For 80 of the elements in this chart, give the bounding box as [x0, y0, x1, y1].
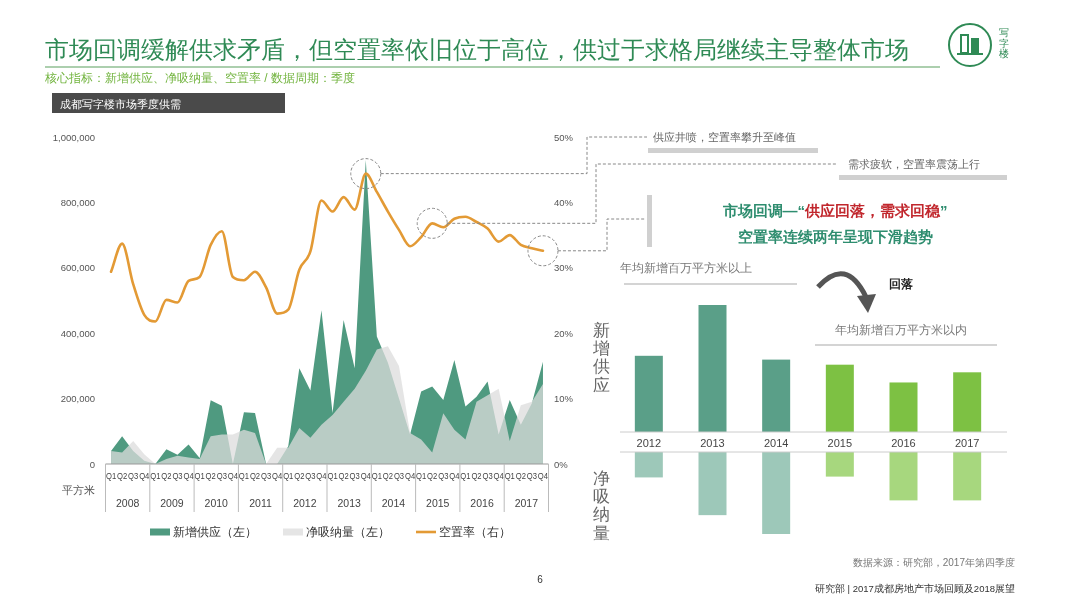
source-note: 数据来源：研究部，2017年第四季度 — [852, 557, 1015, 568]
x-tick-label: Q1 — [504, 471, 517, 481]
x-tick-label: Q4 — [493, 471, 506, 481]
x-tick-label: Q4 — [139, 471, 152, 481]
text: 2010 — [204, 497, 229, 509]
chart-title: 成都写字楼市场季度供需 — [60, 97, 181, 110]
x-tick-label: 2017 — [954, 437, 980, 449]
y-axis-title: 净吸纳量 — [592, 468, 610, 543]
x-tick-label: Q1 — [105, 471, 118, 481]
text: 核心指标：新增供应、净吸纳量、空置率 / 数据周期：季度 — [44, 71, 356, 85]
x-tick-label: Q2 — [205, 471, 218, 481]
x-tick-label: Q2 — [338, 471, 351, 481]
x-tick-label: Q4 — [449, 471, 462, 481]
text: 2014 — [381, 497, 406, 509]
x-tick-label: Q1 — [460, 471, 473, 481]
text: 空置率连续两年呈现下滑趋势 — [737, 228, 933, 245]
y-tick-label: 200,000 — [60, 393, 95, 405]
x-tick-label: Q3 — [349, 471, 362, 481]
legend-label: 新增供应（左） — [173, 525, 257, 539]
x-tick-label: Q4 — [404, 471, 417, 481]
x-tick-label: Q2 — [515, 471, 528, 481]
y-axis-title: 新增供应 — [591, 320, 610, 395]
x-tick-label: Q3 — [393, 471, 406, 481]
x-tick-label: 2013 — [700, 437, 725, 449]
text: 写字楼 — [999, 26, 1009, 60]
x-tick-label: Q1 — [371, 471, 384, 481]
x-tick-label: 2014 — [763, 437, 789, 449]
y-axis-title: 平方米 — [62, 484, 95, 496]
x-tick-label: Q2 — [161, 471, 174, 481]
x-tick-label: Q1 — [238, 471, 251, 481]
text: 2011 — [249, 497, 272, 509]
y2-tick-label: 40% — [554, 196, 574, 208]
y-tick-label: 1,000,000 — [52, 131, 95, 143]
y2-tick-label: 0% — [554, 458, 569, 470]
text: 供应井喷，空置率攀升至峰值 — [653, 131, 796, 143]
annotation: 年均新增百万平方米以内 — [835, 323, 967, 336]
text: 研究部 | 2017成都房地产市场回顾及2018展望 — [814, 583, 1015, 594]
x-tick-label: Q1 — [194, 471, 207, 481]
text: ” — [940, 202, 948, 219]
x-tick-label: Q1 — [327, 471, 340, 481]
text: 市场回调缓解供求矛盾，但空置率依旧位于高位，供过于求格局继续主导整体市场 — [45, 36, 909, 63]
text: 需求疲软，空置率震荡上行 — [848, 158, 980, 170]
x-tick-label: Q4 — [316, 471, 329, 481]
x-tick-label: Q4 — [537, 471, 550, 481]
y-tick-label: 400,000 — [60, 327, 95, 339]
text: 2016 — [470, 497, 494, 509]
x-tick-label: Q2 — [382, 471, 395, 481]
text: 回落 — [889, 277, 913, 291]
x-tick-label: Q4 — [360, 471, 373, 481]
text: 市场回调—“ — [721, 202, 805, 219]
text: 2009 — [160, 497, 184, 509]
text: 供应回落，需求回稳 — [804, 202, 941, 219]
legend-label: 空置率（右） — [439, 525, 511, 539]
y-tick-label: 0 — [89, 458, 95, 470]
x-tick-label: Q3 — [260, 471, 273, 481]
x-tick-label: 2015 — [827, 437, 853, 449]
text: 2008 — [115, 497, 140, 509]
x-tick-label: Q3 — [526, 471, 539, 481]
text: 6 — [537, 574, 544, 585]
x-tick-label: Q4 — [183, 471, 196, 481]
y-tick-label: 800,000 — [60, 196, 95, 208]
text: 2017 — [514, 497, 539, 509]
text: 年均新增百万平方米以上 — [620, 261, 752, 274]
y2-tick-label: 10% — [554, 393, 574, 405]
text: 2015 — [426, 497, 450, 509]
x-tick-label: Q3 — [482, 471, 495, 481]
x-tick-label: Q2 — [249, 471, 262, 481]
text: 2013 — [337, 497, 361, 509]
x-tick-label: Q3 — [216, 471, 229, 481]
x-tick-label: Q4 — [227, 471, 240, 481]
y-tick-label: 600,000 — [60, 262, 95, 274]
x-tick-label: Q2 — [471, 471, 484, 481]
y2-tick-label: 30% — [554, 262, 574, 274]
text: 2012 — [293, 497, 317, 509]
y2-tick-label: 50% — [554, 131, 574, 143]
x-tick-label: Q3 — [172, 471, 185, 481]
x-tick-label: 2016 — [891, 437, 916, 449]
legend-label: 净吸纳量（左） — [306, 526, 390, 539]
y2-tick-label: 20% — [554, 327, 574, 339]
x-tick-label: 2012 — [636, 437, 662, 449]
